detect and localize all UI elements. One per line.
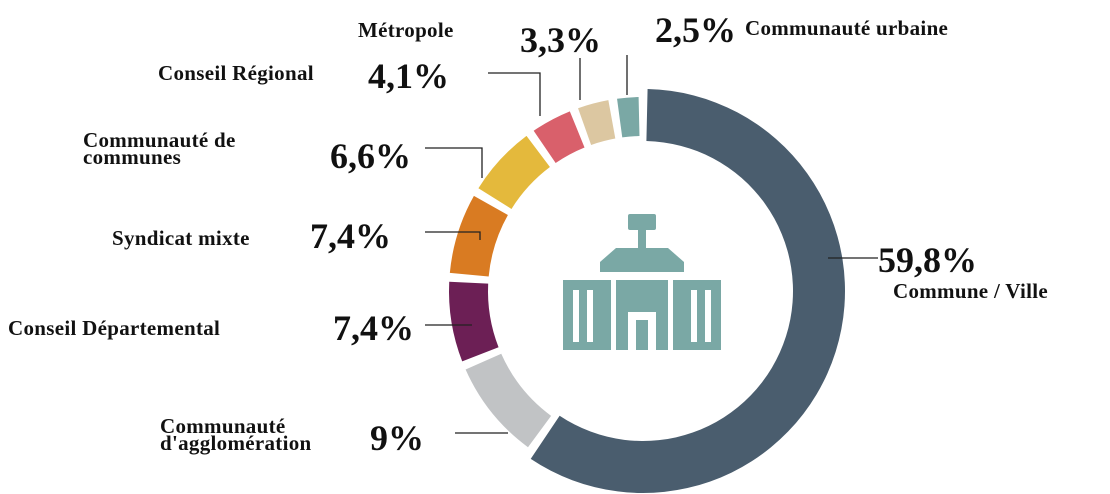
donut-segment <box>465 353 552 448</box>
category-label: Communauté d'agglomération <box>160 414 312 455</box>
donut-segment <box>449 195 508 277</box>
category-label: Commune / Ville <box>893 279 1048 303</box>
category-label: Syndicat mixte <box>112 226 250 250</box>
donut-segment <box>578 100 616 145</box>
donut-segment <box>533 111 585 163</box>
category-label: Conseil Départemental <box>8 316 221 340</box>
value-label: 2,5% <box>655 10 736 50</box>
donut-segment <box>448 281 499 362</box>
value-label: 6,6% <box>330 136 411 176</box>
leader-line <box>488 72 541 116</box>
donut-segment <box>530 89 845 493</box>
leader-line <box>425 147 483 178</box>
value-label: 9% <box>370 418 424 458</box>
value-label: 4,1% <box>368 56 449 96</box>
value-label: 59,8% <box>878 240 977 280</box>
value-label: 3,3% <box>520 20 601 60</box>
value-label: 7,4% <box>333 308 414 348</box>
donut-segment <box>617 97 640 138</box>
value-label: 7,4% <box>310 216 391 256</box>
category-label: Communauté de communes <box>83 128 236 169</box>
donut-segment <box>478 135 550 209</box>
leader-line <box>425 231 481 240</box>
category-label: Métropole <box>358 18 454 42</box>
building-icon <box>563 214 721 350</box>
category-label: Communauté urbaine <box>745 16 949 40</box>
category-label: Conseil Régional <box>158 61 314 85</box>
